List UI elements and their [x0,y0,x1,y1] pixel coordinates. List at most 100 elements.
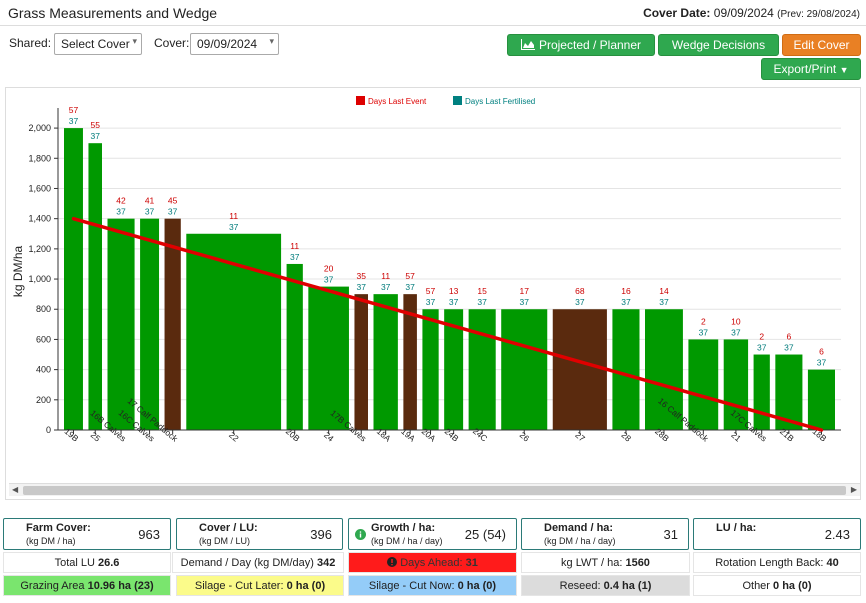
days-last-fertilised-label: 37 [69,116,79,126]
demand-card: Demand / ha: (kg DM / ha / day) 31 [521,518,689,550]
bar [403,294,417,430]
days-last-fertilised-label: 37 [757,343,767,353]
days-last-event-label: 11 [290,241,299,251]
prev-cover-date: (Prev: 29/08/2024) [777,9,860,20]
lu-ha-title: LU / ha: [716,522,757,534]
total-lu-cell: Total LU 26.6 [3,552,171,573]
days-last-event-label: 10 [731,316,741,326]
farm-cover-card: Farm Cover: (kg DM / ha) 963 [3,518,171,550]
edit-cover-button[interactable]: Edit Cover [782,34,861,56]
rotation-label: Rotation Length Back: [715,557,824,569]
days-last-fertilised-label: 37 [168,207,178,217]
scroll-left-icon[interactable]: ◀ [12,485,19,494]
days-last-event-label: 11 [381,271,390,281]
bar [645,309,683,430]
days-last-fertilised-label: 37 [145,207,155,217]
days-last-event-label: 20 [324,264,334,274]
scrollbar-thumb[interactable] [23,486,846,495]
days-last-fertilised-label: 37 [817,358,827,368]
days-last-event-label: 6 [819,347,824,357]
y-tick-label: 1,200 [28,244,51,254]
days-last-fertilised-label: 37 [575,297,585,307]
y-axis-title: kg DM/ha [11,246,25,298]
demand-day-label: Demand / Day (kg DM/day) [180,557,314,569]
days-last-event-label: 35 [356,271,366,281]
demand-title: Demand / ha: [544,522,614,534]
days-last-fertilised-label: 37 [784,343,794,353]
shared-select-value: Select Cover [61,37,130,51]
silage-now-label: Silage - Cut Now: [368,580,455,592]
bar-series [64,128,835,430]
days-last-fertilised-label: 37 [290,252,300,262]
shared-select[interactable]: Select Cover ▾ [54,33,142,55]
x-tick-label: 21 [729,430,743,444]
trend-line-group [71,216,824,432]
export-print-label: Export/Print [773,62,837,76]
days-last-fertilised-label: 37 [381,282,391,292]
days-last-event-label: 15 [477,286,487,296]
bar [140,218,160,430]
reseed-cell: Reseed: 0.4 ha (1) [521,575,690,596]
legend-label: Days Last Event [368,97,427,106]
days-last-fertilised-label: 37 [731,327,741,337]
days-last-event-label: 57 [405,271,415,281]
scroll-right-icon[interactable]: ▶ [850,485,857,494]
info-icon[interactable] [355,529,366,540]
total-lu-value: 26.6 [98,557,120,569]
bar [107,218,135,430]
days-last-fertilised-label: 37 [426,297,436,307]
days-ahead-label: Days Ahead: [400,557,463,569]
days-last-event-label: 14 [659,286,669,296]
y-tick-label: 0 [46,425,51,435]
legend-swatch [453,96,462,105]
bar [501,309,548,430]
cover-select[interactable]: 09/09/2024 ▾ [190,33,279,55]
days-last-event-label: 11 [229,211,238,221]
cover-date-label: Cover Date: [643,6,711,20]
days-last-fertilised-label: 37 [324,275,334,285]
days-last-event-label: 2 [701,316,706,326]
area-chart-icon [520,39,535,50]
x-tick-label: 27 [573,430,587,444]
silage-now-value: 0 ha (0) [457,580,497,592]
days-last-event-label: 17 [519,286,529,296]
days-last-fertilised-label: 37 [405,282,415,292]
bar [612,309,640,430]
y-tick-label: 1,800 [28,153,51,163]
x-tick-label: 22 [227,430,241,444]
rotation-value: 40 [826,557,839,569]
chart-scrollbar[interactable]: ◀ ▶ [9,483,860,496]
days-last-event-label: 68 [575,286,585,296]
demand-day-cell: Demand / Day (kg DM/day) 342 [172,552,344,573]
projected-planner-button[interactable]: Projected / Planner [507,34,655,56]
other-label: Other [742,580,770,592]
days-last-fertilised-label: 37 [449,297,459,307]
export-print-button[interactable]: Export/Print ▼ [761,58,861,80]
growth-card: Growth / ha: (kg DM / ha / day) 25 (54) [348,518,517,550]
growth-unit: (kg DM / ha / day) [371,536,443,546]
days-last-fertilised-label: 37 [519,297,529,307]
days-last-event-label: 45 [168,196,178,206]
wedge-decisions-button[interactable]: Wedge Decisions [658,34,779,56]
lu-ha-card: LU / ha: 2.43 [693,518,861,550]
days-ahead-cell: Days Ahead: 31 [348,552,517,573]
shared-label: Shared: [9,36,52,50]
legend-swatch [356,96,365,105]
legend-label: Days Last Fertilised [465,97,535,106]
cover-label: Cover: [154,36,190,50]
cover-lu-title: Cover / LU: [199,522,258,534]
grazing-area-cell: Grazing Area 10.96 ha (23) [3,575,171,596]
demand-value: 31 [663,527,678,542]
silage-later-label: Silage - Cut Later: [194,580,284,592]
other-cell: Other 0 ha (0) [693,575,861,596]
days-last-event-label: 6 [787,332,792,342]
edit-cover-label: Edit Cover [793,38,850,52]
days-last-event-label: 2 [759,332,764,342]
y-tick-label: 1,000 [28,274,51,284]
days-last-event-label: 55 [90,120,100,130]
lwt-value: 1560 [625,557,650,569]
rotation-cell: Rotation Length Back: 40 [693,552,861,573]
grazing-value: 10.96 ha (23) [87,580,154,592]
days-ahead-value: 31 [465,557,478,569]
chart-legend: Days Last Event Days Last Fertilised [356,96,535,106]
